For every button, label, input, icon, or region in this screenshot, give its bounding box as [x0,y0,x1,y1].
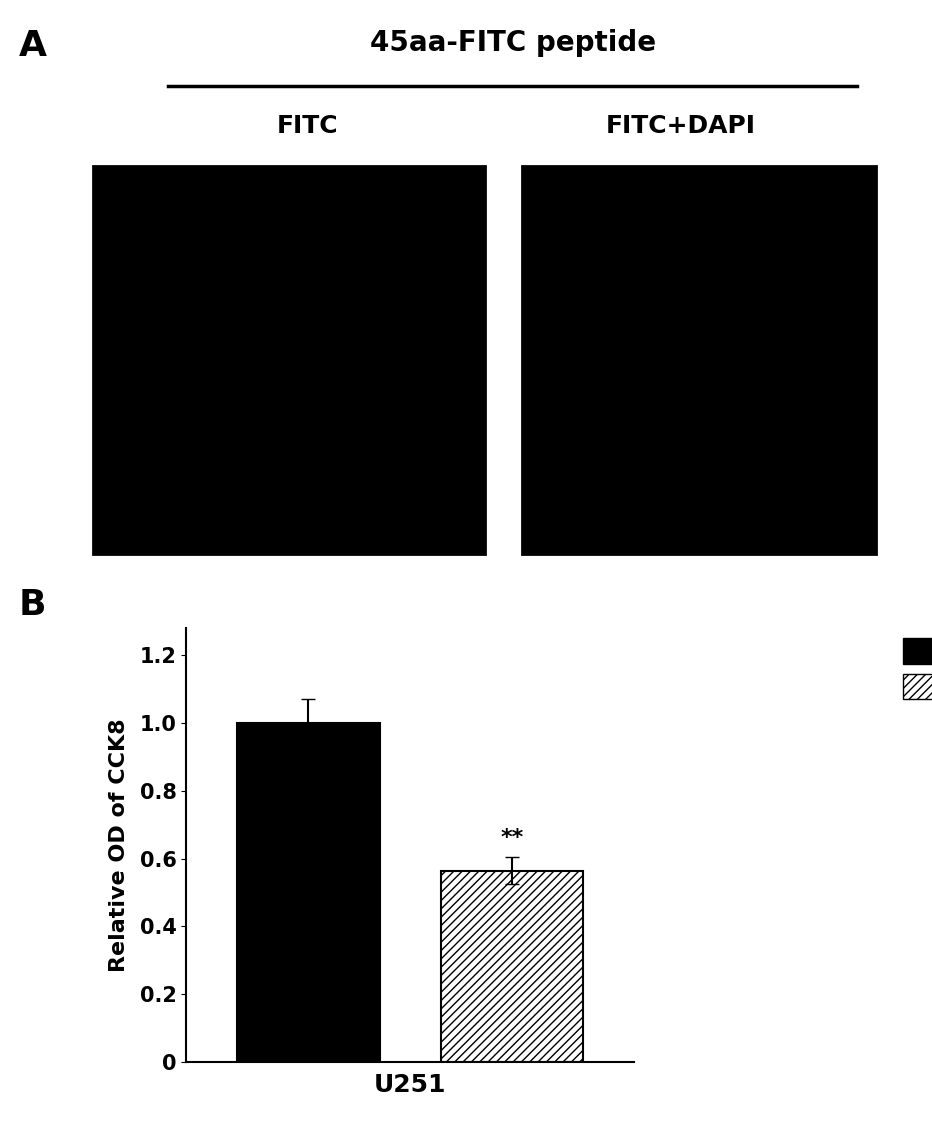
Text: B: B [19,588,47,622]
Text: 45aa-FITC peptide: 45aa-FITC peptide [369,29,656,57]
Text: A: A [19,29,47,63]
Text: FITC+DAPI: FITC+DAPI [606,114,755,138]
Y-axis label: Relative OD of CCK8: Relative OD of CCK8 [109,718,129,972]
Bar [441,870,582,1062]
Bar [238,723,379,1062]
Text: FITC: FITC [277,114,338,138]
Bar [93,166,485,554]
X-axis label: U251: U251 [374,1073,446,1097]
Bar [522,166,876,554]
Legend: Control, 45aa-peptide: Control, 45aa-peptide [895,630,932,708]
Text: **: ** [500,828,524,849]
